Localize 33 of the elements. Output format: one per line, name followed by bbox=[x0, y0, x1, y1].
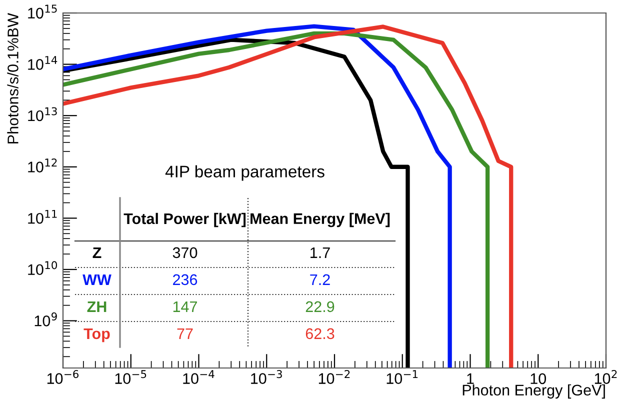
annotation: 236 bbox=[173, 274, 198, 286]
y-tick-label: 10$^{10}$ bbox=[28, 261, 58, 276]
x-tick-label: 10$^{−3}$ bbox=[251, 370, 282, 384]
text: ZH bbox=[87, 301, 106, 312]
y-tick-label: 10$^{9}$ bbox=[34, 312, 57, 326]
annotation: 7.2 bbox=[310, 274, 330, 285]
text: Z bbox=[92, 247, 102, 258]
text: Top bbox=[84, 328, 110, 342]
y-tick-label: 10$^{11}$ bbox=[28, 210, 57, 224]
x-tick-label: 1 bbox=[467, 373, 474, 384]
x-tick-label: 10 bbox=[530, 373, 546, 384]
x-tick-label: 10$^{−5}$ bbox=[115, 370, 146, 384]
x-tick-label: 10$^{2}$ bbox=[594, 370, 617, 384]
x-tick-label: 10$^{−4}$ bbox=[183, 370, 214, 384]
annotation: 22.9 bbox=[306, 301, 334, 312]
annotation: 1.7 bbox=[310, 247, 330, 258]
annotation: 370 bbox=[172, 247, 198, 258]
y-tick-label: 10$^{12}$ bbox=[28, 158, 57, 172]
annotation: Total Power [kW] bbox=[124, 212, 246, 228]
annotation: 147 bbox=[173, 301, 197, 312]
y-axis-title: Photons/s/0.1%BW bbox=[7, 13, 18, 144]
x-tick-label: 10$^{−2}$ bbox=[318, 370, 350, 384]
annotation: 77 bbox=[177, 328, 193, 339]
text: WW bbox=[82, 274, 112, 285]
y-tick-label: 10$^{13}$ bbox=[28, 107, 57, 122]
x-tick-label: 10$^{−1}$ bbox=[386, 370, 418, 384]
y-tick-label: 10$^{14}$ bbox=[28, 56, 58, 70]
x-tick-label: 10$^{−6}$ bbox=[47, 370, 78, 384]
annotation: 4IP beam parameters bbox=[165, 165, 324, 181]
annotation: Mean Energy [MeV] bbox=[250, 212, 390, 228]
annotation: 62.3 bbox=[306, 328, 334, 340]
y-tick-label: 10$^{15}$ bbox=[28, 4, 57, 19]
x-axis-title: Photon Energy [GeV] bbox=[462, 384, 605, 399]
